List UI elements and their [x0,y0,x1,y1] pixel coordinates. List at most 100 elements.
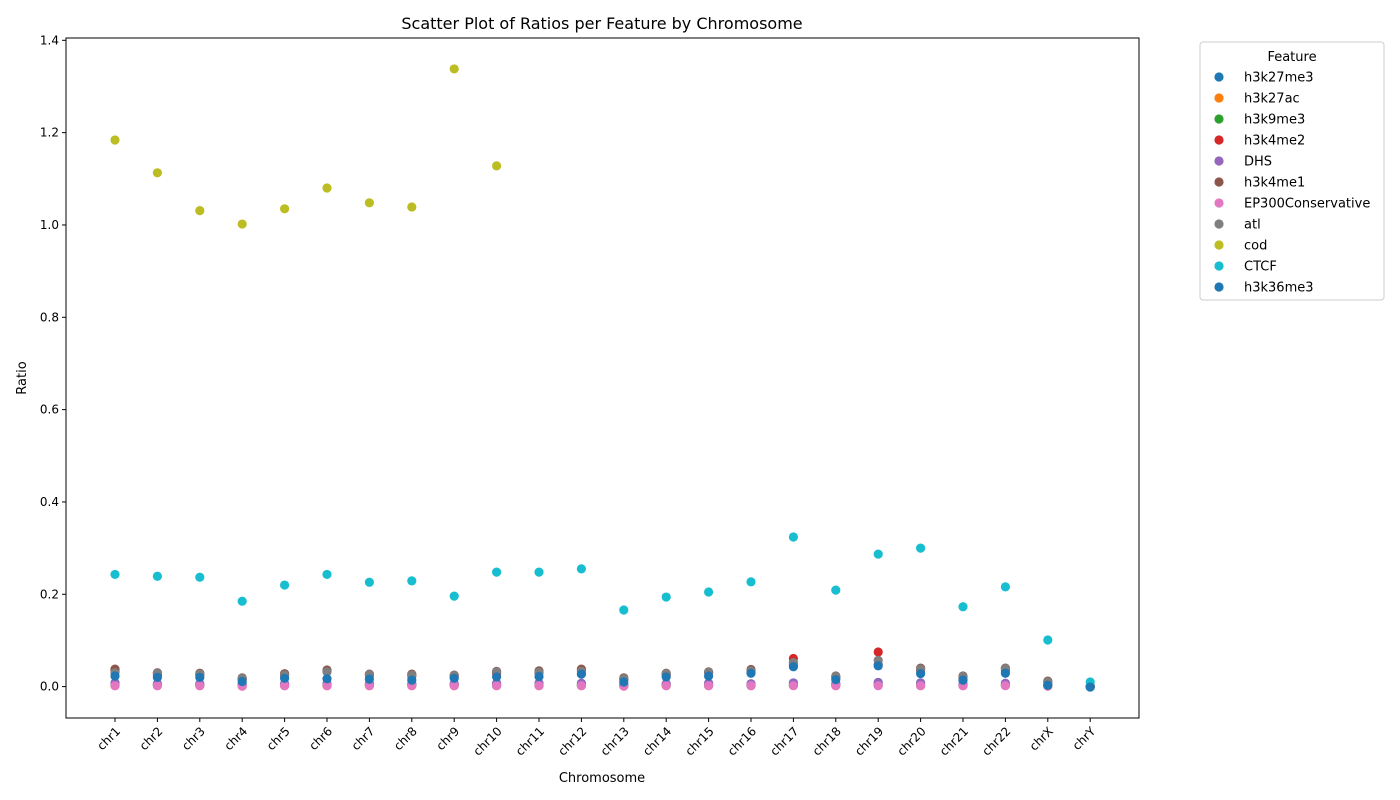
data-point [449,591,459,601]
data-point [449,64,459,74]
data-point [364,577,374,587]
x-tick-label: chr10 [470,724,504,758]
data-point [873,681,883,691]
data-point [195,681,205,691]
data-point [195,206,205,216]
y-tick-label: 1.0 [40,218,59,232]
data-point [704,681,714,691]
series-h3k36me3 [110,661,1095,692]
legend-marker [1214,240,1224,250]
x-tick-label: chr11 [513,724,547,758]
data-point [873,661,883,671]
x-tick-label: chr18 [810,724,844,758]
plot-area [110,64,1095,692]
data-point [195,672,205,682]
data-point [195,572,205,582]
data-point [322,681,332,691]
data-point [661,681,671,691]
data-point [1085,682,1095,692]
x-tick-label: chr16 [725,724,759,758]
y-tick-label: 1.4 [40,33,59,47]
x-tick-label: chr14 [640,724,674,758]
legend-label: h3k36me3 [1244,281,1314,296]
data-point [492,681,502,691]
data-point [916,681,926,691]
data-point [873,647,883,657]
legend-marker [1214,72,1224,82]
data-point [746,681,756,691]
data-point [661,672,671,682]
legend-marker [1214,198,1224,208]
data-point [492,567,502,577]
data-point [873,549,883,559]
series-DHS [110,677,1095,692]
y-axis-title: Ratio [15,361,30,394]
data-point [492,161,502,171]
x-tick-label: chr12 [555,724,589,758]
data-point [619,605,629,615]
x-tick-label: chrX [1027,724,1056,753]
data-point [449,681,459,691]
legend-label: h3k9me3 [1244,113,1305,128]
data-point [831,585,841,595]
series-cod [110,64,502,229]
data-point [576,681,587,691]
data-point [152,681,162,691]
x-tick-label: chr3 [179,724,208,753]
data-point [746,668,756,678]
data-point [280,673,290,683]
x-tick-label: chr5 [264,724,293,753]
data-point [110,135,120,145]
data-point [364,674,374,684]
x-tick-label: chr4 [221,724,250,753]
data-point [322,667,332,677]
x-tick-label: chr8 [391,724,420,753]
x-tick-label: chr22 [979,724,1013,758]
data-point [788,662,799,672]
series-h3k27ac [110,680,1095,692]
data-point [237,596,247,606]
data-point [958,675,968,685]
legend-label: h3k4me2 [1244,134,1305,149]
y-tick-label: 0.4 [40,495,59,509]
x-tick-label: chr1 [94,724,123,753]
data-point [449,673,459,683]
chart-title: Scatter Plot of Ratios per Feature by Ch… [401,14,802,33]
series-CTCF [110,532,1095,687]
x-tick-label: chr15 [682,724,716,758]
x-tick-label: chr2 [137,724,166,753]
data-point [280,580,290,590]
data-point [364,198,374,208]
data-point [280,204,290,214]
legend-label: DHS [1244,155,1272,170]
data-point [831,675,841,685]
data-point [407,576,417,586]
legend-label: EP300Conservative [1244,197,1370,212]
x-tick-label: chr19 [852,724,886,758]
data-point [237,219,247,229]
data-point [661,592,671,602]
data-point [110,681,120,691]
data-point [1000,582,1011,592]
data-point [619,677,629,687]
data-point [152,168,162,178]
data-point [1043,635,1053,645]
x-axis-title: Chromosome [559,771,645,786]
x-tick-label: chr13 [598,724,632,758]
legend-label: h3k4me1 [1244,176,1305,191]
series-atl [110,655,1095,692]
legend-marker [1214,177,1224,187]
data-point [280,681,290,691]
legend-frame [1199,41,1385,301]
x-tick-label: chr7 [349,724,378,753]
data-point [916,669,926,679]
data-point [788,532,799,542]
data-point [322,569,332,580]
data-point [534,681,544,691]
legend: Feature h3k27me3 h3k27ac h3k9me3 h3k4me2 DHS… [1199,41,1385,301]
data-point [1043,680,1053,690]
legend-marker [1214,135,1224,145]
data-point [958,602,968,612]
x-tick-label: chr20 [894,724,928,758]
